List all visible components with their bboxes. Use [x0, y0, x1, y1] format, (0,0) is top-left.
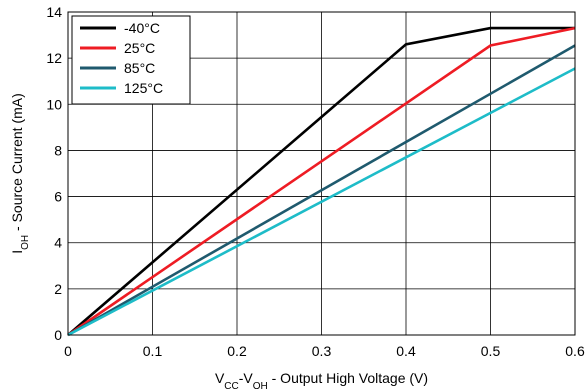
x-tick-label: 0.6 — [565, 343, 585, 359]
y-tick-label: 8 — [54, 142, 62, 158]
x-tick-label: 0.4 — [396, 343, 416, 359]
x-tick-label: 0 — [64, 343, 72, 359]
y-tick-label: 6 — [54, 189, 62, 205]
series-line-2 — [67, 44, 576, 337]
series-line-3 — [67, 67, 576, 337]
y-tick-label: 4 — [54, 235, 62, 251]
series-lines — [67, 26, 576, 337]
series-line-1 — [67, 26, 576, 337]
x-tick-label: 0.2 — [227, 343, 247, 359]
y-tick-label: 10 — [46, 96, 62, 112]
y-tick-label: 0 — [54, 327, 62, 343]
y-tick-label: 14 — [46, 4, 62, 20]
x-axis-ticks: 0 0.1 0.2 0.3 0.4 0.5 0.6 — [64, 343, 585, 359]
legend: -40°C 25°C 85°C 125°C — [71, 15, 191, 105]
y-tick-label: 12 — [46, 50, 62, 66]
legend-label-3: 125°C — [124, 80, 163, 96]
y-tick-label: 2 — [54, 281, 62, 297]
legend-label-2: 85°C — [124, 60, 155, 76]
legend-label-0: -40°C — [124, 20, 160, 36]
x-tick-label: 0.5 — [481, 343, 501, 359]
series-line-0 — [67, 26, 575, 336]
x-tick-label: 0.1 — [143, 343, 163, 359]
y-axis-ticks: 0 2 4 6 8 10 12 14 — [46, 4, 62, 343]
x-tick-label: 0.3 — [312, 343, 332, 359]
plot-frame — [67, 11, 576, 336]
y-axis-label: IOH - Source Current (mA) — [9, 93, 31, 253]
x-axis-label: VCC-VOH - Output High Voltage (V) — [215, 370, 428, 389]
legend-label-1: 25°C — [124, 40, 155, 56]
